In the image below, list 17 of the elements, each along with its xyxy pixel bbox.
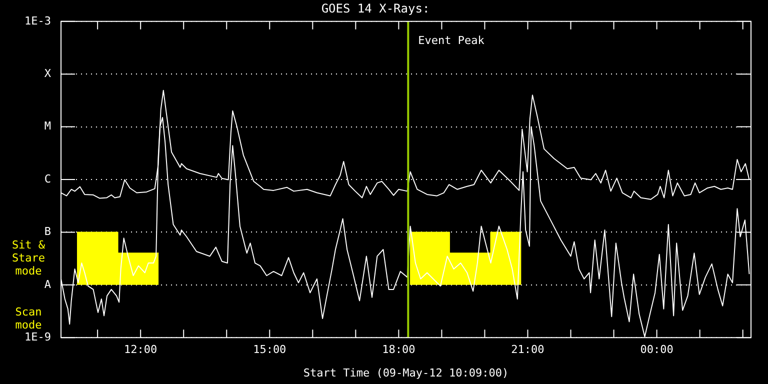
y-tick-label: B	[44, 225, 52, 238]
text: Sit & Stare mode	[12, 238, 46, 278]
x-tick-label: 12:00	[124, 343, 158, 356]
y-tick-label: 1E-3	[24, 14, 51, 28]
x-tick-label: 00:00	[640, 343, 674, 356]
ref-line-label: Event Peak	[418, 34, 485, 47]
y-tick-label: 1E-9	[24, 330, 51, 344]
text: Scan mode	[15, 306, 42, 332]
chart-title: GOES 14 X-Rays:	[321, 1, 430, 16]
x-tick-label: 21:00	[511, 343, 544, 356]
y-tick-label: A	[44, 278, 52, 291]
y-tick-label: M	[44, 120, 52, 133]
y-tick-label: C	[44, 172, 51, 186]
y-tick-label: X	[44, 66, 52, 80]
x-axis-title: Start Time (09-May-12 10:09:00)	[303, 366, 509, 380]
x-tick-label: 15:00	[253, 343, 286, 356]
x-tick-label: 18:00	[382, 343, 416, 356]
